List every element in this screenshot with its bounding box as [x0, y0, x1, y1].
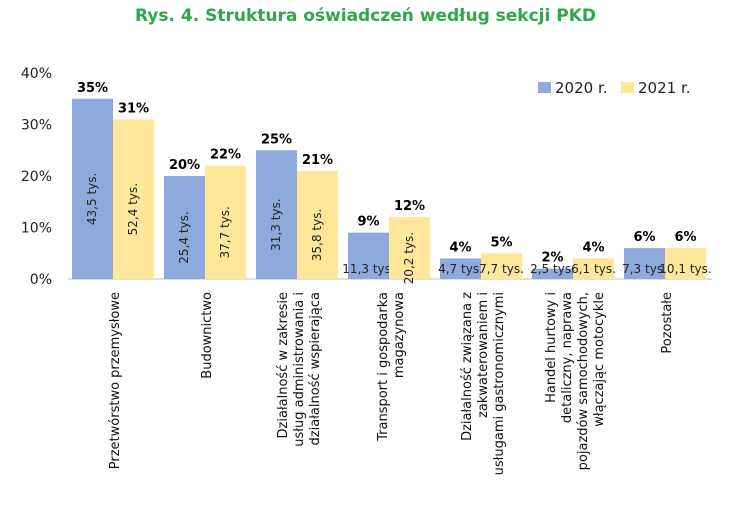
- bar-value-label: 5%: [490, 235, 512, 250]
- bar-value-label: 22%: [210, 148, 241, 163]
- bar-2021: [481, 253, 522, 279]
- bar-value-label: 9%: [357, 215, 379, 230]
- bar-count-label: 11,3 tys.: [342, 262, 394, 276]
- bar-count-label: 43,5 tys.: [85, 173, 99, 225]
- bar-count-label: 52,4 tys.: [126, 183, 140, 235]
- category-label: Działalność związana z: [460, 292, 475, 441]
- category-label: Pozostałe: [660, 292, 675, 354]
- bar-value-label: 6%: [674, 230, 696, 245]
- bar-2021: [297, 170, 338, 279]
- bar-2020: [256, 150, 297, 279]
- y-tick-label: 30%: [21, 118, 52, 134]
- chart-title: Rys. 4. Struktura oświadczeń według sekc…: [134, 6, 597, 26]
- category-label: magazynowa: [392, 292, 407, 378]
- bar-2020: [440, 258, 481, 279]
- y-tick-label: 20%: [21, 169, 52, 185]
- bar-value-label: 25%: [261, 132, 292, 147]
- legend-label: 2021 r.: [638, 79, 691, 97]
- category-label: zakwaterowaniem i: [476, 292, 491, 418]
- bar-value-label: 12%: [394, 199, 425, 214]
- category-label: działalność wspierająca: [308, 292, 323, 445]
- bar-count-label: 4,7 tys.: [438, 262, 483, 276]
- bar-2021: [113, 119, 154, 279]
- bar-count-label: 6,1 tys.: [571, 262, 616, 276]
- category-label: Transport i gospodarka: [376, 292, 391, 442]
- bar-count-label: 37,7 tys.: [218, 206, 232, 258]
- bar-count-label: 31,3 tys.: [269, 198, 283, 250]
- category-label: detaliczny, naprawa: [560, 292, 575, 423]
- bar-value-label: 4%: [582, 240, 604, 255]
- legend-swatch: [538, 82, 551, 93]
- category-label: usług administrowania i: [292, 292, 307, 447]
- bar-count-label: 35,8 tys.: [310, 209, 324, 261]
- bar-2020: [72, 98, 113, 279]
- legend-label: 2020 r.: [555, 79, 608, 97]
- bar-value-label: 35%: [77, 81, 108, 96]
- bar-2021: [389, 217, 430, 279]
- category-label: włączając motocykle: [592, 292, 607, 427]
- bar-value-label: 31%: [118, 101, 149, 116]
- category-label: pojazdów samochodowych,: [576, 292, 591, 470]
- category-label: Handel hurtowy i: [544, 292, 559, 403]
- bar-2021: [573, 258, 614, 279]
- bar-2020: [164, 176, 205, 279]
- bar-2020: [624, 248, 665, 279]
- bar-count-label: 2,5 tys.: [530, 262, 575, 276]
- legend-swatch: [621, 82, 634, 93]
- bar-2020: [532, 268, 573, 279]
- bar-count-label: 7,3 tys.: [622, 262, 667, 276]
- bar-2021: [665, 248, 706, 279]
- y-tick-label: 40%: [21, 66, 52, 82]
- bar-value-label: 2%: [541, 251, 563, 266]
- bar-value-label: 4%: [449, 240, 471, 255]
- bar-count-label: 7,7 tys.: [479, 262, 524, 276]
- bar-count-label: 20,2 tys.: [402, 232, 416, 284]
- bar-value-label: 20%: [169, 158, 200, 173]
- bar-2021: [205, 165, 246, 279]
- category-label: Budownictwo: [200, 292, 215, 379]
- category-label: usługami gastronomicznymi: [492, 292, 507, 475]
- bar-count-label: 10,1 tys.: [659, 262, 711, 276]
- category-label: Działalność w zakresie: [276, 292, 291, 438]
- y-tick-label: 10%: [21, 221, 52, 237]
- bar-value-label: 21%: [302, 153, 333, 168]
- bar-value-label: 6%: [633, 230, 655, 245]
- y-tick-label: 0%: [30, 272, 52, 288]
- bar-count-label: 25,4 tys.: [177, 211, 191, 263]
- bar-2020: [348, 232, 389, 279]
- category-label: Przetwórstwo przemysłowe: [108, 292, 123, 469]
